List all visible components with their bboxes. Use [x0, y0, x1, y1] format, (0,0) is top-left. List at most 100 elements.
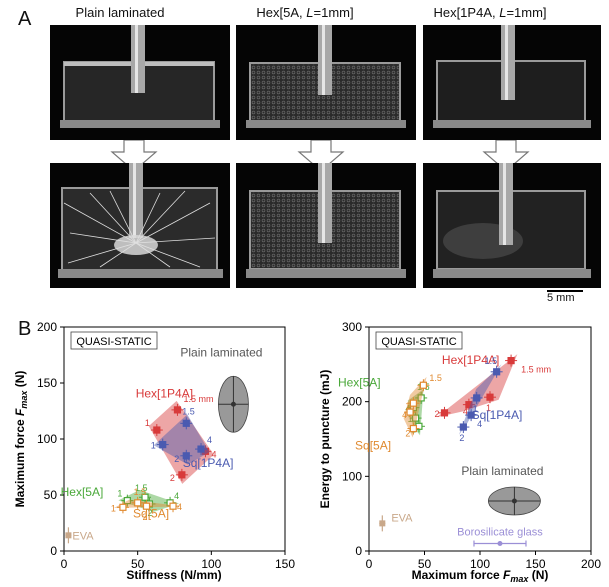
x-tick-label: 200 — [581, 557, 601, 571]
point-label-hex-5a: 1 — [117, 489, 122, 499]
point-hex-5a — [417, 394, 425, 402]
point-label-sq-1p4a: 4 — [477, 419, 482, 429]
y-tick-label: 200 — [342, 395, 362, 409]
point-label-sq-1p4a: 1 — [473, 404, 478, 414]
point-eva — [65, 532, 72, 539]
point-label-hex-5a: 4 — [174, 491, 179, 501]
region-hex-1p4a — [148, 400, 214, 484]
point-label-hex-1p4a: 2 — [170, 473, 175, 483]
point-sq-1p4a — [473, 394, 481, 402]
photo-hex1p4a-after — [423, 163, 601, 288]
point-sq-5a — [406, 408, 414, 416]
series-label-eva: EVA — [391, 512, 413, 524]
y-axis-label: Maximum force Fmax (N) — [13, 371, 29, 508]
point-label-hex-5a: 1.5 — [135, 483, 148, 493]
point-sq-1p4a — [459, 423, 467, 431]
point-label-hex-1p4a: 4 — [211, 449, 216, 459]
point-sq-5a — [119, 503, 127, 511]
y-tick-label: 0 — [50, 544, 57, 558]
photo-plain-after — [50, 163, 230, 288]
arrow-down-icon — [110, 140, 158, 172]
badge-box — [70, 331, 158, 350]
point-label-sq-5a: 4 — [402, 410, 407, 420]
x-tick-label: 150 — [525, 557, 545, 571]
series-label-sq-1p4a: Sq[1P4A] — [183, 456, 234, 470]
badge-box — [375, 331, 463, 350]
point-eva — [379, 520, 386, 527]
point-label-hex-1p4a: 4 — [463, 407, 468, 417]
point-label-sq-5a: 1.5 — [134, 487, 147, 497]
point-label-sq-1p4a: 1.5 — [182, 406, 195, 416]
point-hex-1p4a — [486, 393, 494, 401]
point-label-sq-5a: 2 — [143, 512, 148, 522]
point-sq-1p4a — [159, 440, 167, 449]
column-title-hex5a: Hex[5A, L=1mm] — [256, 5, 354, 20]
arrow-down-icon — [482, 140, 530, 172]
point-sq-5a — [409, 424, 418, 433]
point-label-hex-1p4a: 2 — [434, 409, 439, 419]
point-label-sq-5a: 1 — [405, 401, 410, 411]
point-plain-laminated — [230, 401, 236, 407]
series-label-hex-5a: Hex[5A] — [338, 375, 381, 389]
point-label-sq-1p4a: 4 — [207, 435, 212, 445]
x-tick-label: 0 — [366, 557, 373, 571]
badge-text: QUASI-STATIC — [76, 336, 151, 348]
series-label-plain-laminated: Plain laminated — [461, 464, 543, 478]
scale-bar-label: 5 mm — [547, 292, 575, 304]
panel-a-letter: A — [18, 8, 32, 30]
point-label-hex-1p4a: 1 — [486, 403, 491, 413]
point-sq-5a — [134, 499, 142, 507]
point-plain-laminated — [511, 498, 517, 504]
point-hex-5a — [123, 497, 131, 505]
point-sq-1p4a — [182, 419, 190, 427]
y-tick-label: 100 — [37, 432, 57, 446]
point-hex-1p4a — [173, 406, 182, 414]
region-sq-5a — [403, 376, 427, 438]
series-label-sq-5a: Sq[5A] — [133, 507, 169, 521]
panel-b-letter: B — [18, 318, 32, 340]
point-label-hex-1p4a: 1.5 mm — [183, 394, 213, 404]
x-tick-label: 150 — [275, 557, 295, 571]
series-label-hex-1p4a: Hex[1P4A] — [136, 387, 193, 401]
series-label-hex-1p4a: Hex[1P4A] — [442, 353, 499, 367]
point-label-sq-5a: 4 — [177, 502, 182, 512]
chart-force-vs-energy: 0 50 100 150 200 0 100 200 300 1.5 mm 1 2 4 Hex[1P4A]… — [318, 320, 601, 584]
photo-hex5a-after — [236, 163, 416, 288]
point-label-hex-1p4a: 1 — [145, 418, 150, 428]
y-tick-label: 100 — [342, 469, 362, 483]
column-title-plain: Plain laminated — [75, 5, 165, 20]
photo-hex5a-before — [236, 25, 416, 140]
x-tick-label: 50 — [131, 557, 145, 571]
point-sq-1p4a — [182, 452, 190, 460]
point-sq-5a — [409, 399, 418, 407]
y-tick-label: 150 — [37, 376, 57, 390]
point-borosilicate-glass — [497, 541, 503, 547]
chart-stiffness-vs-force: 0 50 100 150 0 50 100 150 200 Plain laminated 1.5 … — [13, 320, 295, 582]
x-tick-label: 50 — [418, 557, 432, 571]
y-tick-label: 50 — [44, 488, 58, 502]
column-title-hex1p4a: Hex[1P4A, L=1mm] — [433, 5, 547, 20]
photo-hex1p4a-before — [423, 25, 601, 140]
point-label-sq-1p4a: 1.5 — [485, 356, 498, 366]
point-sq-1p4a — [467, 411, 475, 419]
y-tick-label: 200 — [37, 320, 57, 334]
x-tick-label: 0 — [61, 557, 68, 571]
y-tick-label: 0 — [355, 544, 362, 558]
point-sq-5a — [169, 502, 177, 510]
x-axis-label: Stiffness (N/mm) — [126, 568, 221, 582]
x-tick-label: 100 — [201, 557, 221, 571]
scale-bar — [547, 290, 583, 292]
point-hex-5a — [412, 414, 420, 422]
point-hex-1p4a — [440, 409, 449, 417]
point-label-sq-5a: 1.5 — [429, 373, 442, 383]
point-label-sq-1p4a: 1 — [151, 441, 156, 451]
point-label-sq-1p4a: 2 — [174, 454, 179, 464]
x-tick-label: 100 — [470, 557, 490, 571]
arrow-down-icon — [297, 140, 345, 172]
series-label-borosilicate-glass: Borosilicate glass — [457, 527, 543, 539]
series-label-sq-1p4a: Sq[1P4A] — [472, 408, 523, 422]
series-label-hex-5a: Hex[5A] — [61, 485, 104, 499]
series-label-eva: EVA — [72, 530, 94, 542]
point-label-sq-5a: 2 — [405, 429, 410, 439]
point-hex-1p4a — [178, 471, 186, 479]
